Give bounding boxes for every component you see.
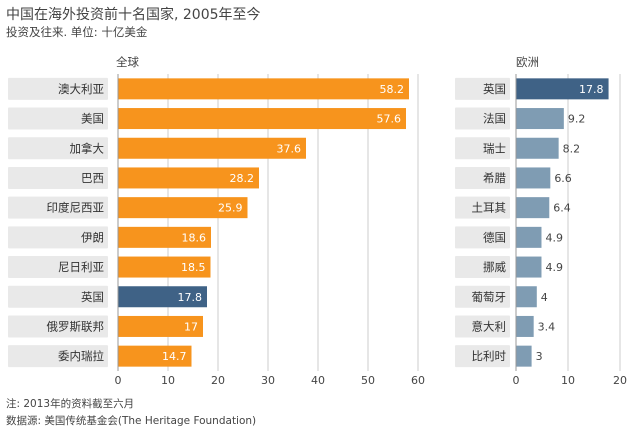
europe-category-label: 希腊 <box>483 171 506 185</box>
global-bar <box>118 108 406 130</box>
global-category-label: 俄罗斯联邦 <box>47 319 105 333</box>
global-bar <box>118 137 306 159</box>
europe-category-label: 德国 <box>483 230 506 244</box>
europe-value-label: 9.2 <box>568 113 586 126</box>
global-value-label: 14.7 <box>162 350 187 363</box>
global-panel-label: 全球 <box>116 55 139 69</box>
europe-category-label: 葡萄牙 <box>472 290 507 304</box>
europe-x-tick-label: 20 <box>613 374 627 387</box>
global-category-box <box>8 196 108 219</box>
europe-bar <box>516 256 542 278</box>
global-value-label: 18.6 <box>182 231 207 244</box>
global-category-box <box>8 166 108 189</box>
global-bar <box>118 167 259 189</box>
europe-bar <box>516 197 550 219</box>
global-value-label: 25.9 <box>218 202 243 215</box>
europe-value-label: 4 <box>541 291 548 304</box>
global-bar <box>118 286 207 308</box>
europe-value-label: 3.4 <box>538 320 556 333</box>
global-category-box <box>8 77 108 100</box>
global-bar <box>118 197 248 219</box>
europe-bar <box>516 108 564 130</box>
global-category-label: 美国 <box>81 112 104 126</box>
global-category-label: 巴西 <box>81 171 104 185</box>
europe-category-label: 意大利 <box>472 319 507 333</box>
global-x-tick-label: 50 <box>361 374 375 387</box>
europe-panel-label: 欧洲 <box>516 55 539 69</box>
europe-bar <box>516 137 559 159</box>
global-value-label: 18.5 <box>181 261 206 274</box>
chart-subtitle: 投资及往来. 单位: 十亿美金 <box>6 25 148 39</box>
europe-category-box <box>455 315 510 338</box>
global-bar <box>118 345 192 367</box>
europe-value-label: 8.2 <box>563 142 581 155</box>
global-x-tick-label: 40 <box>311 374 325 387</box>
global-bar <box>118 256 211 278</box>
europe-category-label: 英国 <box>483 82 506 96</box>
data-source: 数据源: 美国传统基金会(The Heritage Foundation) <box>6 415 257 427</box>
global-x-tick-label: 10 <box>161 374 175 387</box>
global-value-label: 17.8 <box>178 291 203 304</box>
global-x-tick-label: 60 <box>411 374 425 387</box>
europe-bar <box>516 315 534 337</box>
global-bar <box>118 226 211 248</box>
europe-category-box <box>455 345 510 368</box>
global-category-box <box>8 345 108 368</box>
global-category-box <box>8 226 108 249</box>
europe-value-label: 17.8 <box>579 83 604 96</box>
footnote: 注: 2013年的资料截至六月 <box>6 398 135 410</box>
europe-category-label: 瑞士 <box>483 141 506 155</box>
europe-category-label: 比利时 <box>472 349 507 363</box>
global-category-label: 澳大利亚 <box>58 82 104 96</box>
europe-category-box <box>455 256 510 279</box>
europe-bar <box>516 226 542 248</box>
global-value-label: 28.2 <box>230 172 255 185</box>
global-category-label: 尼日利亚 <box>58 260 104 274</box>
global-x-tick-label: 20 <box>211 374 225 387</box>
europe-value-label: 4.9 <box>545 261 563 274</box>
europe-category-box <box>455 226 510 249</box>
europe-category-box <box>455 77 510 100</box>
europe-category-label: 土耳其 <box>472 201 507 215</box>
global-bar <box>118 315 203 337</box>
europe-value-label: 6.4 <box>553 202 571 215</box>
global-category-box <box>8 137 108 160</box>
global-category-label: 英国 <box>81 290 104 304</box>
europe-category-label: 法国 <box>483 112 506 126</box>
europe-category-box <box>455 285 510 308</box>
europe-bar <box>516 286 537 308</box>
global-bar <box>118 78 409 100</box>
europe-x-tick-label: 0 <box>513 374 520 387</box>
global-category-box <box>8 285 108 308</box>
global-x-tick-label: 30 <box>261 374 275 387</box>
europe-value-label: 3 <box>536 350 543 363</box>
europe-category-box <box>455 166 510 189</box>
europe-x-tick-label: 10 <box>561 374 575 387</box>
europe-value-label: 4.9 <box>545 231 563 244</box>
global-category-label: 委内瑞拉 <box>58 349 104 363</box>
europe-value-label: 6.6 <box>554 172 572 185</box>
global-category-label: 伊朗 <box>81 230 104 244</box>
global-category-label: 加拿大 <box>70 141 105 155</box>
global-value-label: 17 <box>184 320 198 333</box>
europe-bar <box>516 167 551 189</box>
europe-category-label: 挪威 <box>483 260 506 274</box>
global-category-box <box>8 256 108 279</box>
europe-category-box <box>455 196 510 219</box>
europe-category-box <box>455 107 510 130</box>
chart-title: 中国在海外投资前十名国家, 2005年至今 <box>6 7 261 23</box>
global-category-box <box>8 107 108 130</box>
europe-bar <box>516 345 532 367</box>
europe-bar <box>516 78 609 100</box>
global-x-tick-label: 0 <box>115 374 122 387</box>
global-value-label: 57.6 <box>377 113 402 126</box>
global-category-box <box>8 315 108 338</box>
europe-category-box <box>455 137 510 160</box>
global-value-label: 58.2 <box>380 83 405 96</box>
global-value-label: 37.6 <box>277 142 302 155</box>
global-category-label: 印度尼西亚 <box>47 201 105 215</box>
